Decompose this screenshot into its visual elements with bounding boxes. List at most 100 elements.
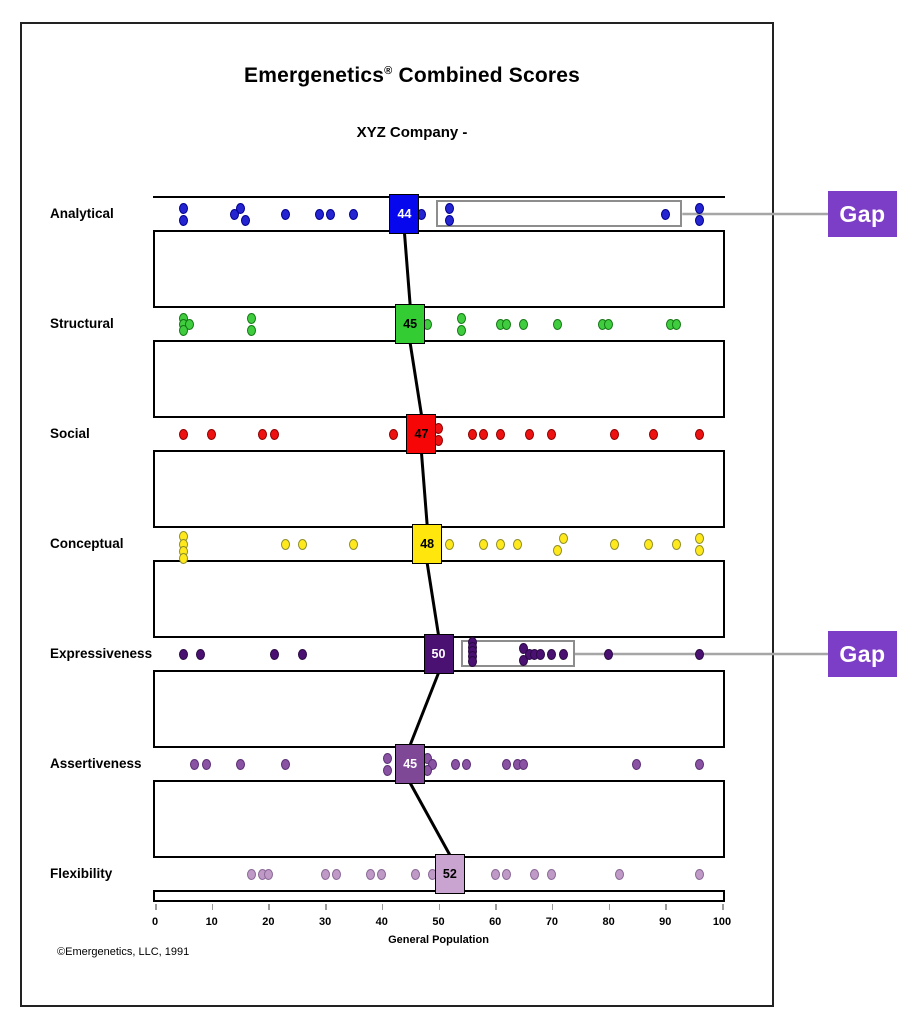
score-dot <box>519 318 529 330</box>
axis-tick-mark <box>551 904 554 910</box>
score-dot <box>297 538 307 550</box>
gap-range-rect <box>435 200 683 227</box>
axis-tick-mark <box>268 904 270 910</box>
score-dot <box>694 648 704 660</box>
page-border <box>20 22 774 1007</box>
score-dot <box>609 538 619 550</box>
row-label-flexibility: Flexibility <box>50 866 113 881</box>
score-dot <box>178 324 188 336</box>
score-dot <box>263 868 273 880</box>
score-dot <box>519 642 529 654</box>
score-dot <box>377 868 387 880</box>
axis-tick-label: 70 <box>545 916 559 928</box>
row-label-structural: Structural <box>50 316 114 331</box>
score-dot <box>468 428 478 440</box>
score-dot <box>502 758 512 770</box>
score-dot <box>615 868 625 880</box>
score-dot <box>428 758 438 770</box>
score-dot <box>456 312 466 324</box>
score-dot <box>178 552 188 564</box>
score-dot <box>643 538 653 550</box>
score-dot <box>513 538 523 550</box>
score-dot <box>558 532 568 544</box>
score-dot <box>496 538 506 550</box>
score-dot <box>326 208 336 220</box>
score-dot <box>269 428 279 440</box>
score-dot <box>178 202 188 214</box>
score-dot <box>280 758 290 770</box>
axis-tick-mark <box>438 904 440 910</box>
axis-tick-label: 0 <box>151 916 159 928</box>
axis-tick-label: 50 <box>432 916 445 928</box>
score-dot <box>672 538 682 550</box>
score-dot <box>411 868 421 880</box>
score-dot <box>178 428 188 440</box>
page-title: Emergenetics® Combined Scores <box>20 64 804 88</box>
score-dot <box>694 214 704 226</box>
title-rest: Combined Scores <box>392 64 581 87</box>
score-dot <box>547 868 557 880</box>
score-dot <box>348 208 358 220</box>
score-dot <box>609 428 619 440</box>
gap-callout-label: Gap <box>828 631 897 677</box>
score-dot <box>195 648 205 660</box>
score-dot <box>547 648 557 660</box>
score-dot <box>536 648 546 660</box>
score-dot <box>490 868 500 880</box>
score-dot <box>672 318 682 330</box>
axis-tick-mark <box>211 904 214 910</box>
score-band-structural <box>153 306 725 342</box>
score-dot <box>694 544 704 556</box>
row-label-assertiveness: Assertiveness <box>50 756 142 771</box>
score-dot <box>280 208 290 220</box>
score-dot <box>694 758 704 770</box>
axis-tick-label: 80 <box>602 916 615 928</box>
median-box-assertiveness: 45 <box>395 744 426 784</box>
score-dot <box>269 648 279 660</box>
score-dot <box>479 538 489 550</box>
score-dot <box>468 655 478 667</box>
score-dot <box>445 214 455 226</box>
axis-tick-label: 20 <box>262 916 275 928</box>
score-dot <box>178 648 188 660</box>
score-dot <box>241 214 251 226</box>
score-dot <box>246 312 256 324</box>
score-dot <box>558 648 568 660</box>
axis-tick-mark <box>722 904 724 910</box>
axis-tick-mark <box>325 904 327 910</box>
score-dot <box>694 428 704 440</box>
score-dot <box>502 318 512 330</box>
score-dot <box>178 214 188 226</box>
score-dot <box>694 868 704 880</box>
score-dot <box>229 208 239 220</box>
axis-tick-label: 90 <box>659 916 672 928</box>
company-subtitle: XYZ Company - <box>356 124 468 141</box>
median-box-flexibility: 52 <box>434 854 465 894</box>
score-dot <box>553 318 563 330</box>
score-dot <box>331 868 341 880</box>
score-dot <box>496 428 506 440</box>
score-dot <box>235 758 245 770</box>
row-label-conceptual: Conceptual <box>50 536 124 551</box>
median-box-analytical: 44 <box>389 194 420 234</box>
axis-tick-mark <box>665 904 667 910</box>
axis-tick-label: 40 <box>375 916 388 928</box>
score-dot <box>649 428 659 440</box>
median-box-structural: 45 <box>395 304 426 344</box>
axis-tick-label: 30 <box>318 916 332 928</box>
axis-tick-label: 60 <box>489 916 502 928</box>
score-dot <box>462 758 472 770</box>
gap-range-rect <box>461 640 575 667</box>
score-dot <box>604 648 614 660</box>
score-dot <box>445 202 455 214</box>
median-box-expressiveness: 50 <box>423 634 454 674</box>
score-dot <box>320 868 330 880</box>
row-label-social: Social <box>50 426 90 441</box>
axis-tick-mark <box>495 904 497 910</box>
score-dot <box>280 538 290 550</box>
score-dot <box>382 764 392 776</box>
axis-tick-label: 100 <box>712 916 732 928</box>
score-dot <box>297 648 307 660</box>
score-dot <box>530 868 540 880</box>
